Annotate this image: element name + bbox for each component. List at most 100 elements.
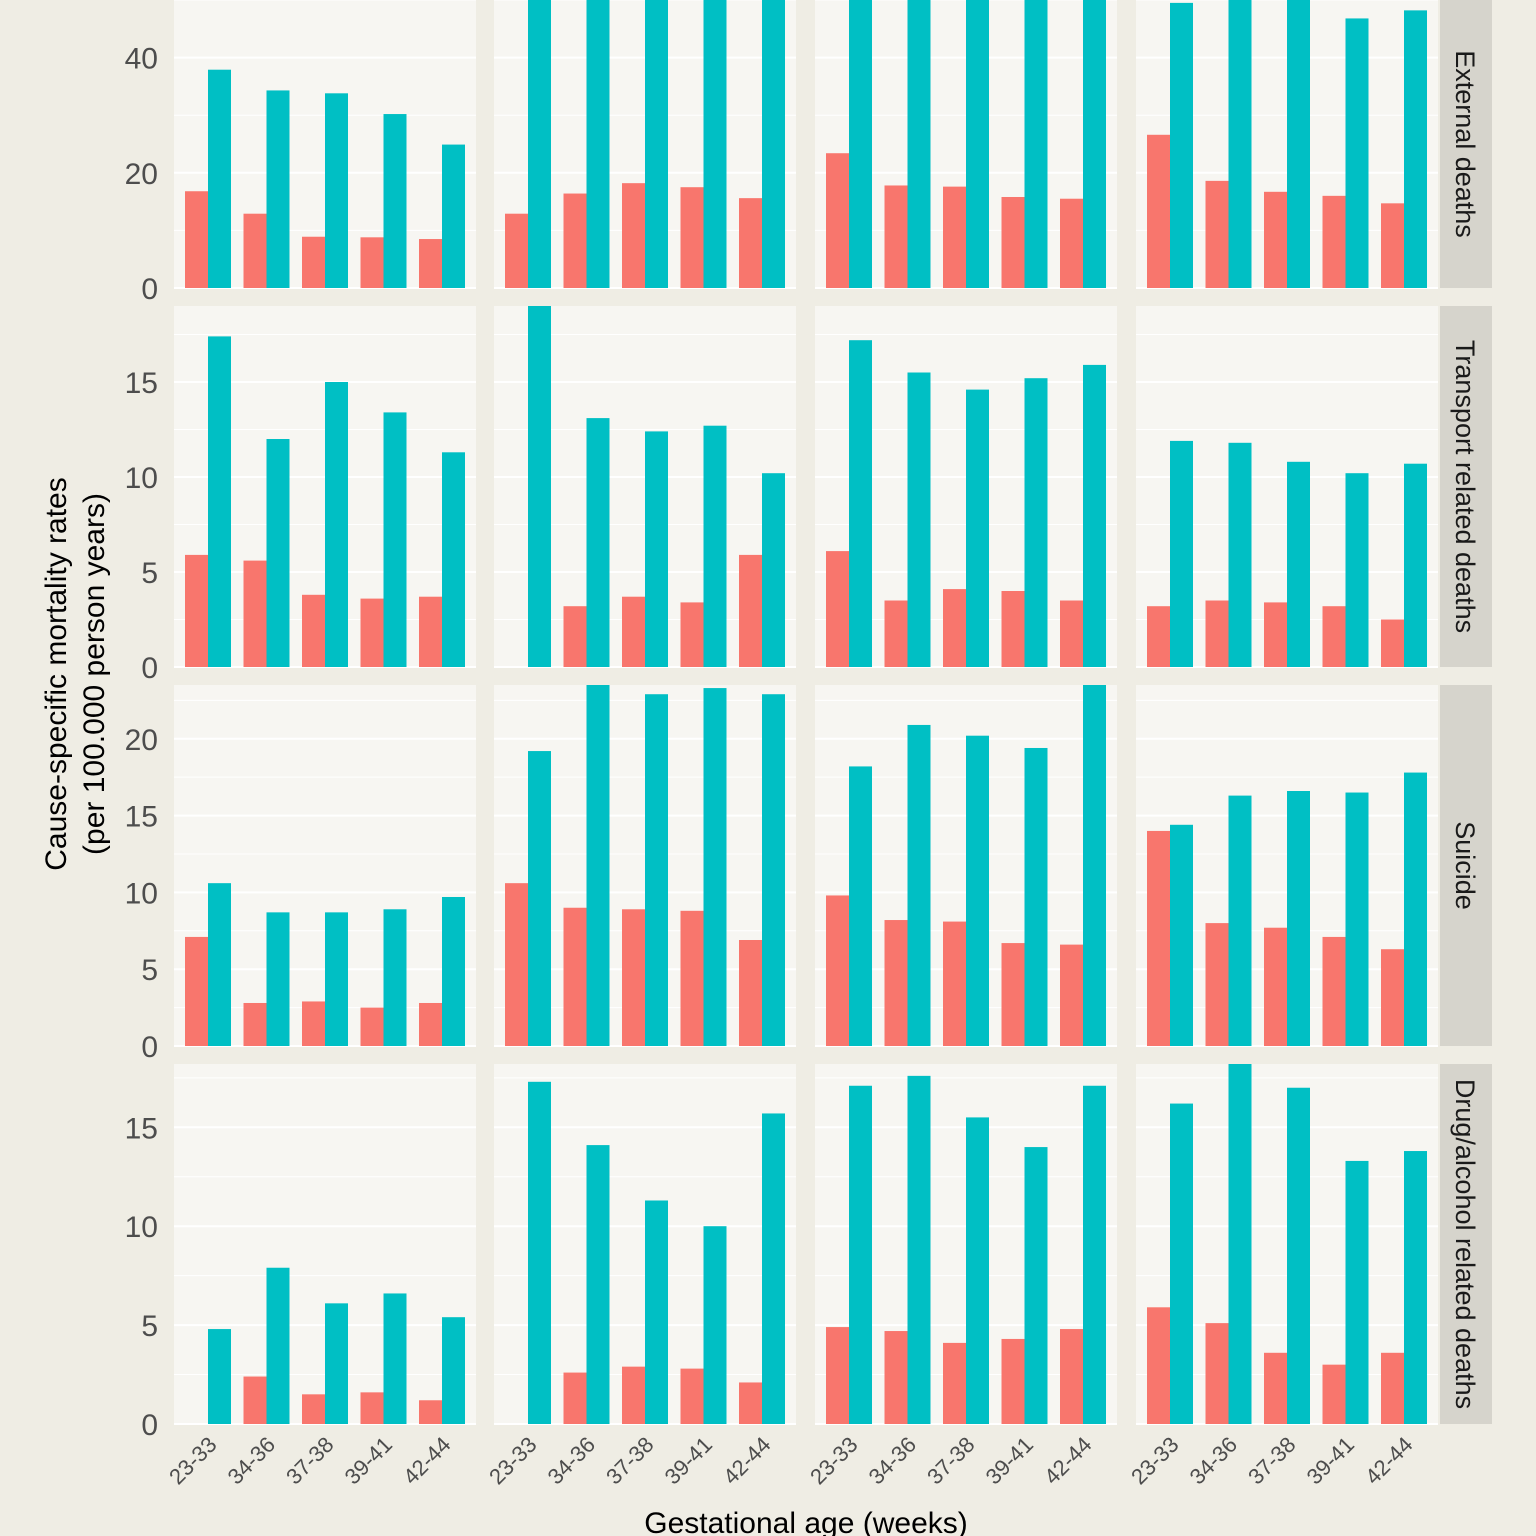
facet-grid: 0 20 40 External deaths 0 5 10 15 Transport rela…: [125, 0, 1492, 1489]
bar-series-2-37-38: [325, 93, 348, 288]
panel-2-3: [815, 306, 1117, 668]
bar-series-1-34-36: [243, 213, 267, 288]
bar-series-1-37-38: [622, 1366, 645, 1424]
bar-series-1-42-44: [1060, 944, 1083, 1046]
y-tick-label: 40: [125, 43, 158, 76]
bar-series-2-34-36: [1228, 442, 1252, 667]
bar-series-1-37-38: [302, 1394, 325, 1424]
bar-series-1-37-38: [622, 596, 645, 667]
panel-4-3: [815, 1064, 1117, 1425]
bar-series-1-39-41: [680, 910, 704, 1046]
bar-series-2-42-44: [1404, 1151, 1427, 1424]
bar-series-2-42-44: [1404, 10, 1427, 288]
bar-series-2-42-44: [1083, 364, 1106, 667]
bar-series-2-39-41: [703, 0, 727, 288]
bar-series-2-23-33: [849, 1085, 872, 1424]
panel-1-1: [174, 0, 476, 289]
bar-series-1-23-33: [505, 213, 528, 288]
bar-series-1-34-36: [884, 600, 908, 667]
bar-series-1-39-41: [1322, 195, 1346, 288]
bar-series-2-23-33: [849, 340, 872, 667]
x-tick-label: 42-44: [1039, 1432, 1096, 1489]
bar-series-2-34-36: [266, 439, 290, 667]
x-tick-label: 23-33: [164, 1432, 221, 1489]
y-axis-title-line-1: Cause-specific mortality rates: [40, 477, 73, 870]
bar-series-2-37-38: [645, 431, 668, 667]
bar-series-1-34-36: [563, 1372, 587, 1424]
bar-series-2-23-33: [849, 0, 872, 288]
bar-series-1-23-33: [185, 554, 208, 667]
bar-series-2-42-44: [762, 694, 785, 1046]
bar-series-2-39-41: [383, 1293, 407, 1424]
bar-series-2-34-36: [266, 1267, 290, 1424]
bar-series-1-23-33: [1147, 606, 1170, 667]
panel-4-2: [494, 1064, 796, 1425]
facet-strip-label: External deaths: [1450, 50, 1480, 238]
bar-series-1-34-36: [1205, 923, 1229, 1046]
bar-series-2-39-41: [1345, 18, 1369, 288]
x-axis-title: Gestational age (weeks): [644, 1507, 968, 1536]
facet-strip: [1440, 1064, 1492, 1424]
bar-series-1-42-44: [1381, 1352, 1404, 1424]
x-tick-label: 37-38: [1243, 1432, 1300, 1489]
bar-series-2-23-33: [528, 1081, 551, 1424]
bar-series-2-34-36: [1228, 0, 1252, 288]
bar-series-2-23-33: [208, 336, 231, 667]
bar-series-1-42-44: [739, 554, 762, 667]
bar-series-2-23-33: [528, 751, 551, 1046]
bar-series-1-34-36: [563, 193, 587, 288]
bar-series-2-34-36: [907, 1075, 931, 1424]
x-tick-label: 42-44: [398, 1432, 455, 1489]
bar-series-1-37-38: [302, 1001, 325, 1046]
bar-series-1-39-41: [1001, 196, 1025, 288]
bar-series-1-39-41: [360, 598, 384, 667]
bar-series-2-23-33: [528, 0, 551, 288]
bar-series-1-39-41: [680, 1368, 704, 1424]
bar-series-1-34-36: [563, 907, 587, 1046]
bar-series-1-34-36: [1205, 1323, 1229, 1424]
panel-3-4: [1136, 685, 1438, 1047]
bar-series-1-37-38: [1264, 602, 1287, 667]
bar-series-2-37-38: [325, 382, 348, 667]
y-tick-label: 5: [141, 954, 158, 987]
bar-series-2-34-36: [907, 0, 931, 288]
bar-series-2-42-44: [762, 473, 785, 667]
x-tick-label: 39-41: [1302, 1432, 1359, 1489]
panel-2-2: [494, 306, 796, 668]
bar-series-1-37-38: [302, 594, 325, 667]
bar-series-2-39-41: [1345, 473, 1369, 667]
panel-1-3: [815, 0, 1117, 289]
bar-series-2-42-44: [762, 0, 785, 288]
bar-series-1-23-33: [1147, 1307, 1170, 1424]
panel-1-4: [1136, 0, 1438, 289]
y-axis-title-line-2: (per 100.000 person years): [78, 493, 111, 855]
bar-series-1-37-38: [622, 183, 645, 288]
panel-1-2: [494, 0, 796, 289]
x-tick-label: 39-41: [660, 1432, 717, 1489]
bar-series-1-34-36: [1205, 180, 1229, 288]
x-tick-label: 42-44: [1360, 1432, 1417, 1489]
bar-series-2-34-36: [907, 372, 931, 667]
bar-series-1-42-44: [739, 198, 762, 288]
bar-series-2-37-38: [645, 1200, 668, 1424]
bar-series-2-42-44: [442, 896, 465, 1046]
bar-series-2-23-33: [1170, 824, 1193, 1046]
bar-series-1-37-38: [302, 236, 325, 288]
bar-series-2-37-38: [1287, 1087, 1310, 1424]
x-tick-label: 34-36: [864, 1432, 921, 1489]
bar-series-2-42-44: [1404, 772, 1427, 1046]
bar-series-1-42-44: [419, 1400, 442, 1424]
bar-series-2-37-38: [325, 912, 348, 1046]
bar-series-1-34-36: [884, 1331, 908, 1424]
x-tick-label: 34-36: [1185, 1432, 1242, 1489]
bar-series-2-39-41: [1024, 747, 1048, 1046]
bar-series-1-37-38: [1264, 1352, 1287, 1424]
bar-series-1-34-36: [243, 1002, 267, 1046]
bar-series-1-39-41: [1322, 606, 1346, 667]
bar-series-1-37-38: [943, 589, 966, 667]
bar-series-2-37-38: [325, 1303, 348, 1424]
bar-series-2-23-33: [1170, 1103, 1193, 1424]
panel-4-4: [1136, 1064, 1438, 1425]
bar-series-2-34-36: [586, 418, 610, 667]
x-tick-label: 34-36: [543, 1432, 600, 1489]
